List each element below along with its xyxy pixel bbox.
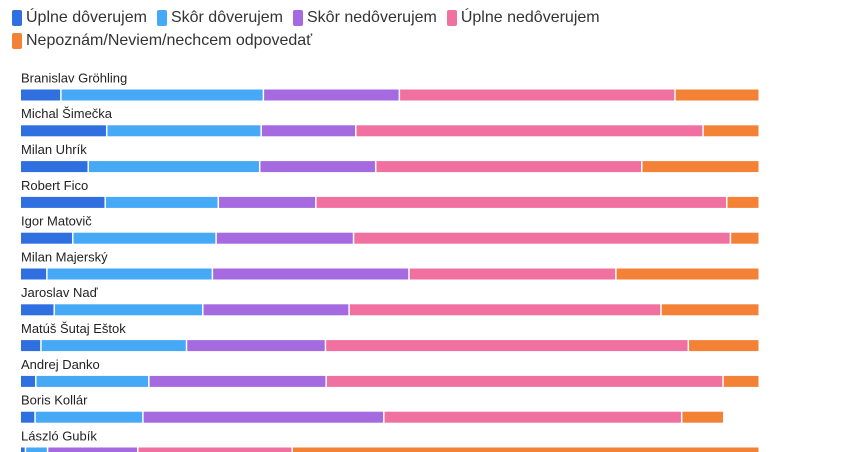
bar-segment[interactable] [149, 375, 326, 387]
bar-segment[interactable] [326, 375, 723, 387]
legend-swatch [12, 33, 22, 49]
bar-segment[interactable] [21, 125, 106, 137]
category-label: Jaroslav Naď [21, 285, 99, 300]
bar-segment[interactable] [216, 232, 353, 244]
bar-segment[interactable] [260, 161, 375, 173]
category-label: Boris Kollár [21, 393, 88, 408]
bar-segment[interactable] [21, 89, 61, 101]
legend-label: Úplne nedôverujem [460, 9, 600, 26]
category-label: Robert Fico [21, 178, 88, 193]
legend-label: Úplne dôverujem [26, 9, 147, 26]
legend-label: Skôr dôverujem [170, 9, 283, 26]
bar-segment[interactable] [35, 411, 143, 423]
legend-item[interactable]: Úplne nedôverujem [446, 9, 600, 27]
category-label: Andrej Danko [21, 357, 100, 372]
legend-swatch [156, 10, 167, 26]
legend-label: Nepoznám/Neviem/nechcem odpovedať [26, 32, 313, 49]
legend-item[interactable]: Skôr nedôverujem [293, 9, 437, 27]
category-label: Branislav Gröhling [21, 70, 127, 85]
bar-segment[interactable] [689, 340, 759, 352]
legend-item[interactable]: Skôr dôverujem [156, 9, 283, 27]
bar-segment[interactable] [21, 161, 88, 173]
bar-segment[interactable] [187, 340, 325, 352]
bar-segment[interactable] [727, 196, 759, 208]
category-label: Milan Uhrík [21, 142, 87, 157]
bar-segment[interactable] [219, 196, 316, 208]
bar-segment[interactable] [21, 268, 47, 280]
bar-segment[interactable] [21, 196, 105, 208]
bar-segment[interactable] [21, 340, 41, 352]
bar-segment[interactable] [88, 161, 259, 173]
bar-segment[interactable] [316, 196, 726, 208]
bar-segment[interactable] [326, 340, 688, 352]
bar-segment[interactable] [376, 161, 641, 173]
bar-segment[interactable] [21, 375, 36, 387]
bar-segment[interactable] [21, 411, 35, 423]
bar-segment[interactable] [21, 304, 54, 316]
bar-segment[interactable] [213, 268, 409, 280]
bar-segment[interactable] [292, 447, 759, 452]
bar-segment[interactable] [703, 125, 759, 137]
bar-segment[interactable] [21, 232, 72, 244]
bar-segment[interactable] [409, 268, 616, 280]
bar-segment[interactable] [354, 232, 730, 244]
bar-segment[interactable] [682, 411, 724, 423]
category-label: Michal Šimečka [21, 106, 113, 121]
bar-segment[interactable] [26, 447, 47, 452]
legend-item[interactable]: Úplne dôverujem [12, 9, 147, 27]
bar-segment[interactable] [54, 304, 203, 316]
bar-segment[interactable] [642, 161, 759, 173]
bar-segment[interactable] [261, 125, 355, 137]
bar-segment[interactable] [675, 89, 759, 101]
category-label: László Gubík [21, 428, 97, 443]
legend: Úplne dôverujem Skôr dôverujem Skôr nedôve… [12, 9, 612, 50]
bar-segment[interactable] [41, 340, 186, 352]
legend-swatch [293, 10, 303, 26]
bar-segment[interactable] [105, 196, 218, 208]
bar-segment[interactable] [143, 411, 384, 423]
bar-segment[interactable] [356, 125, 703, 137]
legend-label: Skôr nedôverujem [307, 9, 437, 26]
bar-segment[interactable] [47, 268, 212, 280]
bar-segment[interactable] [21, 447, 25, 452]
bar-segment[interactable] [73, 232, 216, 244]
bar-segment[interactable] [36, 375, 149, 387]
bar-segment[interactable] [661, 304, 759, 316]
bar-segment[interactable] [731, 232, 759, 244]
legend-item[interactable]: Nepoznám/Neviem/nechcem odpovedať [12, 32, 312, 50]
bar-segment[interactable] [48, 447, 138, 452]
bar-segment[interactable] [138, 447, 292, 452]
bar-segment[interactable] [203, 304, 349, 316]
bar-segment[interactable] [723, 375, 759, 387]
bar-segment[interactable] [400, 89, 675, 101]
legend-swatch [12, 10, 22, 26]
bar-segment[interactable] [107, 125, 261, 137]
category-label: Matúš Šutaj Eštok [21, 321, 126, 336]
legend-swatch [446, 10, 457, 26]
bar-segment[interactable] [384, 411, 681, 423]
bar-segment[interactable] [264, 89, 399, 101]
bar-segment[interactable] [61, 89, 263, 101]
bar-segment[interactable] [616, 268, 759, 280]
bar-segment[interactable] [349, 304, 661, 316]
category-label: Milan Majerský [21, 249, 108, 264]
category-label: Igor Matovič [21, 214, 92, 229]
